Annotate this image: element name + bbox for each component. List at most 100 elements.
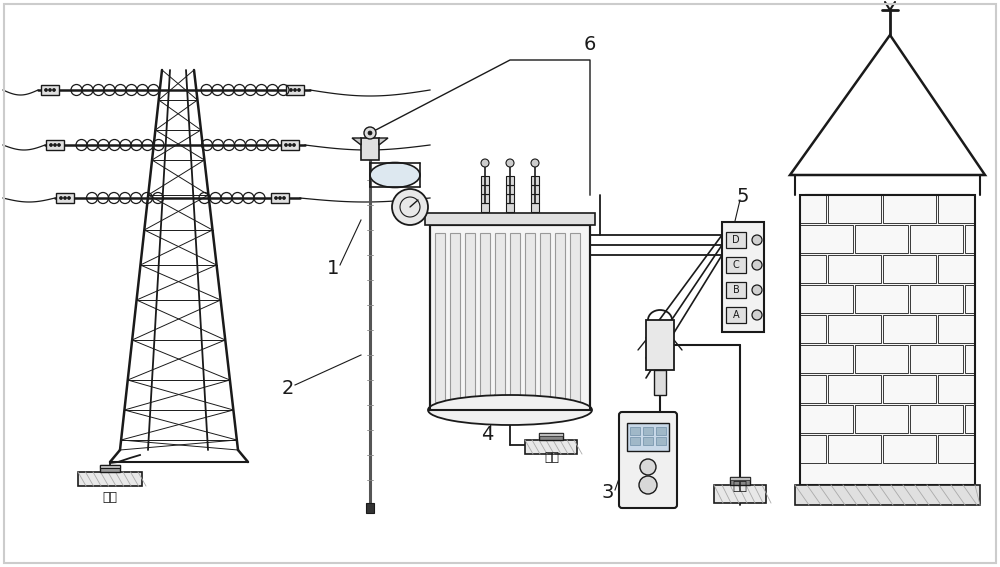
Bar	[465, 233, 475, 402]
Bar	[855, 405, 908, 433]
Bar	[726, 232, 746, 248]
Bar	[41, 85, 59, 95]
Bar	[800, 225, 853, 253]
Bar	[450, 233, 460, 402]
Bar	[46, 140, 64, 150]
Bar	[570, 233, 580, 402]
Circle shape	[58, 143, 60, 146]
Text: 6: 6	[584, 36, 596, 54]
Bar	[630, 437, 640, 445]
Circle shape	[364, 127, 376, 139]
Circle shape	[285, 143, 288, 146]
Bar	[795, 485, 980, 505]
Circle shape	[752, 285, 762, 295]
Bar	[510, 233, 520, 402]
Text: 接地: 接地	[732, 480, 748, 493]
Bar	[506, 185, 514, 194]
Text: A: A	[733, 310, 739, 320]
Ellipse shape	[428, 395, 592, 425]
Bar	[271, 193, 289, 203]
Bar	[525, 440, 577, 454]
Bar	[481, 176, 489, 185]
Bar	[643, 427, 653, 435]
Bar	[281, 140, 299, 150]
Bar	[726, 282, 746, 298]
Bar	[627, 423, 669, 451]
Bar	[828, 375, 881, 403]
Circle shape	[752, 260, 762, 270]
Circle shape	[481, 159, 489, 167]
Bar	[78, 472, 142, 486]
Circle shape	[44, 88, 48, 91]
Bar	[531, 176, 539, 185]
Polygon shape	[352, 138, 361, 145]
Bar	[730, 477, 750, 480]
Circle shape	[64, 197, 66, 200]
Circle shape	[288, 143, 292, 146]
Bar	[883, 435, 936, 463]
Bar	[800, 255, 826, 283]
Bar	[531, 185, 539, 194]
Text: 5: 5	[737, 188, 749, 206]
Bar	[910, 345, 963, 373]
Bar	[481, 203, 489, 212]
Bar	[100, 465, 120, 468]
Text: 接地: 接地	[544, 451, 560, 464]
Circle shape	[392, 189, 428, 225]
Circle shape	[283, 197, 286, 200]
Circle shape	[298, 88, 300, 91]
Bar	[965, 285, 975, 313]
Bar	[539, 433, 563, 440]
Bar	[800, 435, 826, 463]
Circle shape	[506, 159, 514, 167]
Bar	[910, 225, 963, 253]
Circle shape	[274, 197, 278, 200]
Bar	[938, 195, 975, 223]
Bar	[883, 255, 936, 283]
Bar	[435, 233, 445, 402]
Circle shape	[60, 197, 62, 200]
FancyBboxPatch shape	[619, 412, 677, 508]
Bar	[938, 315, 975, 343]
Text: D: D	[732, 235, 740, 245]
Text: 4: 4	[481, 425, 493, 445]
Circle shape	[290, 88, 292, 91]
Polygon shape	[379, 138, 388, 145]
Bar	[506, 194, 514, 203]
Text: C: C	[733, 260, 739, 270]
Bar	[531, 203, 539, 212]
Bar	[480, 233, 490, 402]
Bar	[481, 194, 489, 203]
Bar	[883, 315, 936, 343]
Text: 1: 1	[327, 259, 339, 277]
Circle shape	[752, 310, 762, 320]
Bar	[722, 222, 764, 332]
Bar	[855, 225, 908, 253]
Bar	[481, 185, 489, 194]
Text: 2: 2	[282, 379, 294, 397]
Bar	[800, 315, 826, 343]
Bar	[286, 85, 304, 95]
Circle shape	[48, 88, 52, 91]
Text: 接地: 接地	[103, 491, 118, 504]
Bar	[531, 194, 539, 203]
Circle shape	[50, 143, 52, 146]
Circle shape	[639, 476, 657, 494]
Bar	[800, 195, 975, 485]
Bar	[883, 375, 936, 403]
Bar	[726, 257, 746, 273]
Bar	[726, 307, 746, 323]
Bar	[646, 320, 674, 370]
Bar	[714, 485, 766, 503]
Bar	[361, 138, 379, 160]
Bar	[654, 370, 666, 395]
Bar	[800, 375, 826, 403]
Bar	[430, 225, 590, 410]
Bar	[938, 375, 975, 403]
Circle shape	[640, 459, 656, 475]
Circle shape	[68, 197, 70, 200]
Bar	[855, 345, 908, 373]
Bar	[855, 285, 908, 313]
Bar	[540, 233, 550, 402]
Bar	[506, 176, 514, 185]
